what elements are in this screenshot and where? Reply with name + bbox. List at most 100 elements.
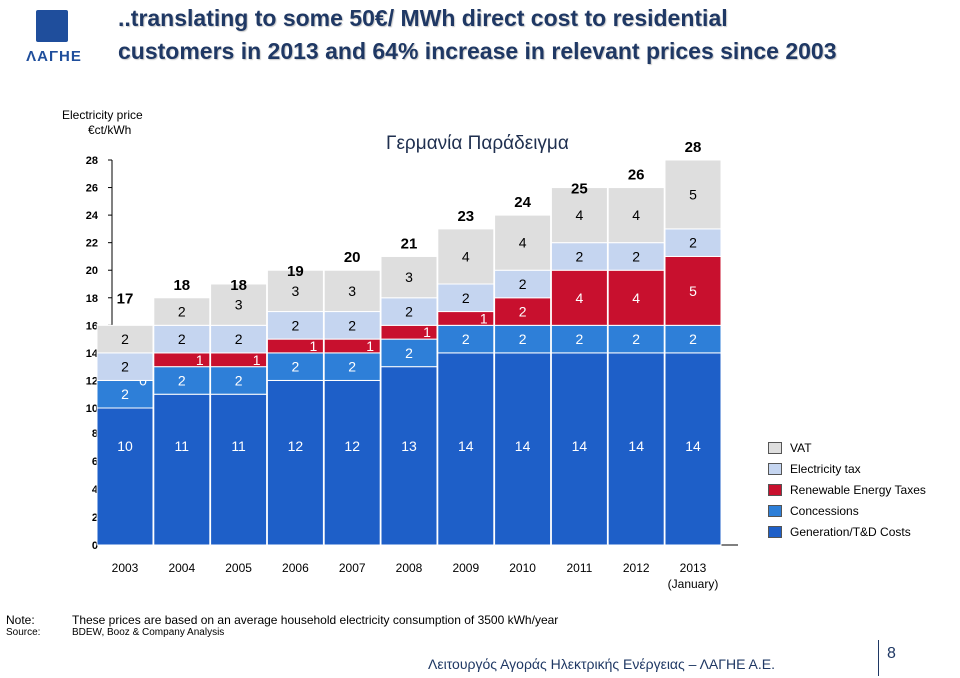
bar-segment	[494, 269, 552, 299]
bar-segment-label: 5	[689, 283, 697, 299]
bar-segment-label: 2	[235, 372, 243, 388]
bar-segment-label: 4	[462, 248, 470, 264]
bar-segment-label: 2	[292, 317, 300, 333]
bar-segment	[96, 407, 154, 546]
bar-segment-label: 1	[196, 352, 204, 368]
bar-segment	[664, 159, 722, 230]
legend-item-generation-td-costs: Generation/T&D Costs	[768, 521, 926, 542]
y-tick-label: 22	[86, 238, 98, 250]
bar-segment-label: 2	[178, 331, 186, 347]
page-number: 8	[887, 645, 896, 662]
y-tick-label: 4	[92, 484, 99, 496]
x-category-label: 2009	[452, 561, 479, 575]
x-category-label: 2003	[112, 561, 139, 575]
bar-segment-label: 2	[121, 386, 129, 402]
y-tick-label: 6	[92, 456, 98, 468]
x-category-label: 2013	[680, 561, 707, 575]
bar-segment-label: 2	[519, 331, 527, 347]
bar-segment	[323, 269, 381, 313]
y-tick-label: 26	[86, 183, 98, 195]
bar-segment-label: 11	[175, 438, 190, 454]
y-tick-label: 8	[92, 428, 98, 440]
note-text: These prices are based on an average hou…	[72, 613, 559, 627]
y-tick-label: 20	[86, 265, 98, 277]
bar-segment-label: 4	[519, 235, 527, 251]
bar-segment-label: 2	[576, 248, 584, 264]
slide-title-line-2: customers in 2013 and 64% increase in re…	[118, 38, 837, 64]
bar-segment	[494, 352, 552, 546]
logo-text: ΛΑΓΗΕ	[26, 48, 82, 65]
bar-segment-label: 14	[628, 438, 644, 454]
bar-total-label: 25	[571, 180, 588, 197]
legend-item-renewable-energy-taxes: Renewable Energy Taxes	[768, 479, 926, 500]
bar-segment	[607, 187, 665, 244]
bar-segment-label: 2	[348, 317, 356, 333]
bar-segment-label: 1	[310, 338, 318, 354]
bar-segment-label: 4	[576, 290, 584, 306]
bar-segment-label: 2	[178, 372, 186, 388]
y-tick-label: 0	[92, 540, 98, 552]
legend-item-electricity-tax: Electricity tax	[768, 458, 926, 479]
bar-segment	[550, 269, 608, 326]
bar-total-label: 28	[685, 139, 702, 156]
bar-segment	[210, 393, 268, 546]
legend-label-concessions: Concessions	[790, 503, 859, 518]
bar-segment-label: 14	[685, 438, 701, 454]
bar-segment	[266, 269, 324, 313]
x-category-label: 2006	[282, 561, 309, 575]
bar-segment-label: 1	[366, 338, 374, 354]
bar-segment	[323, 379, 381, 546]
legend-swatch-vat	[768, 441, 782, 454]
bar-segment-label: 2	[519, 276, 527, 292]
bar-segment	[210, 324, 268, 354]
bar-segment	[153, 324, 211, 354]
bar-segment-label: 1	[423, 324, 431, 340]
bar-segment-label: 3	[405, 269, 413, 285]
bar-segment-label: 2	[689, 331, 697, 347]
bar-segment-label: 14	[572, 438, 588, 454]
legend-swatch-concessions	[768, 504, 782, 517]
bar-segment-label: 12	[288, 438, 304, 454]
note-label: Note:	[6, 613, 35, 627]
bar-segment	[607, 324, 665, 354]
source-text: BDEW, Booz & Company Analysis	[72, 627, 225, 638]
bar-segment	[607, 242, 665, 271]
bar-segment-label: 2	[121, 359, 129, 375]
bar-segment	[153, 366, 211, 395]
legend-label-electricity-tax: Electricity tax	[790, 461, 861, 476]
y-tick-label: 18	[86, 293, 98, 305]
bar-segment-label: 1	[480, 310, 488, 326]
bar-total-label: 24	[514, 194, 531, 211]
y-tick-label: 10	[86, 403, 98, 415]
bar-segment-label: 2	[632, 331, 640, 347]
y-tick-label: 28	[86, 155, 98, 167]
bar-segment	[494, 324, 552, 354]
x-category-label: (January)	[668, 577, 719, 591]
legend-label-generation-td-costs: Generation/T&D Costs	[790, 524, 911, 539]
x-category-label: 2007	[339, 561, 366, 575]
source-row: Source: BDEW, Booz & Company Analysis	[6, 627, 558, 638]
bar-segment-label: 2	[178, 304, 186, 320]
bar-segment-label: 2	[462, 331, 470, 347]
bar-segment	[664, 255, 722, 326]
chart-title: Γερμανία Παράδειγμα	[386, 133, 569, 154]
bar-total-label: 21	[401, 235, 418, 252]
slide-footer: Λειτουργός Αγοράς Ηλεκτρικής Ενέργειας –…	[428, 656, 775, 672]
x-category-label: 2004	[168, 561, 195, 575]
bar-segment-label: 13	[401, 438, 417, 454]
bar-segment-label: 3	[235, 297, 243, 313]
bar-segment	[437, 228, 495, 285]
bar-segment	[266, 379, 324, 546]
bar-segment	[550, 242, 608, 271]
y-tick-label: 16	[86, 320, 98, 332]
page-number-divider	[878, 640, 879, 676]
bar-segment-label: 14	[458, 438, 474, 454]
bar-segment	[96, 352, 154, 381]
y-tick-label: 14	[86, 348, 99, 360]
bar-total-label: 20	[344, 249, 361, 266]
bar-segment	[153, 393, 211, 546]
bar-segment	[607, 269, 665, 326]
bar-segment-label: 2	[405, 304, 413, 320]
bar-segment-label: 12	[344, 438, 360, 454]
